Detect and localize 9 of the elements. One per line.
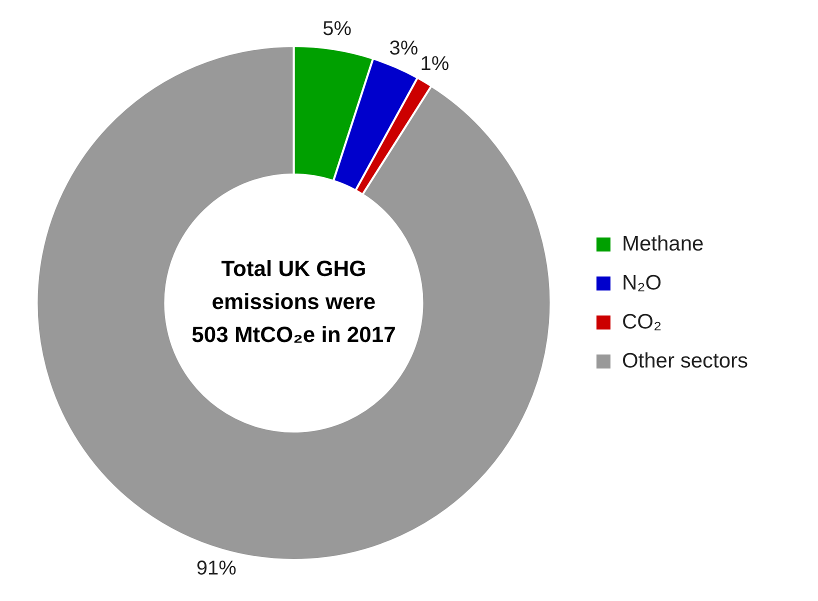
legend-label: N₂O xyxy=(622,271,662,294)
legend-label: Methane xyxy=(622,232,704,256)
text: Total UK GHG emissions were 503 MtCO₂e in 2017 xyxy=(192,256,396,348)
data-label: 5% xyxy=(322,18,352,40)
legend-label: CO₂ xyxy=(622,310,662,334)
data-label: 3% xyxy=(389,37,418,60)
data-label: 91% xyxy=(196,558,237,580)
legend-label: Other sectors xyxy=(622,349,748,372)
data-label: 1% xyxy=(420,53,450,76)
